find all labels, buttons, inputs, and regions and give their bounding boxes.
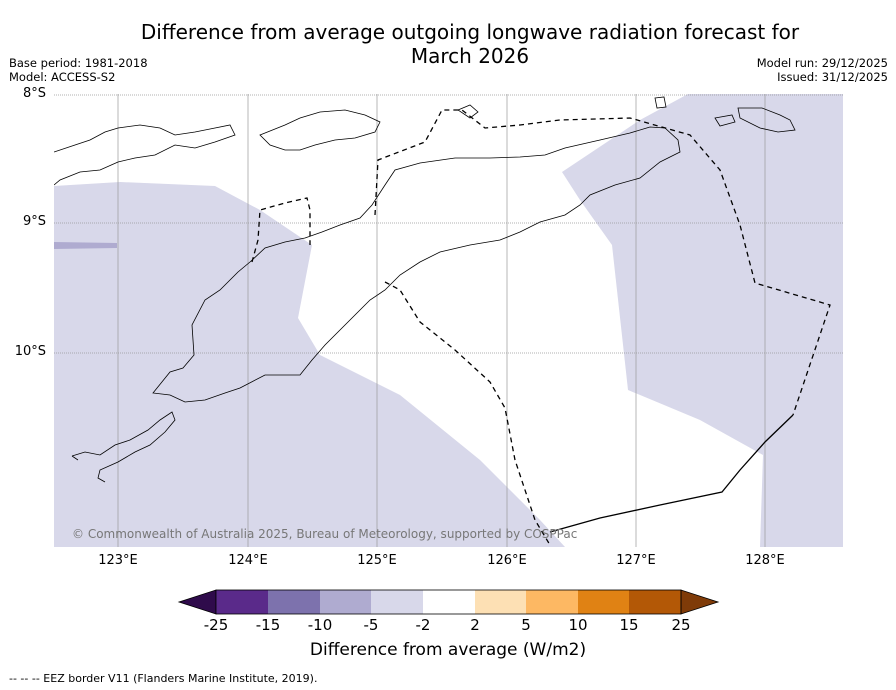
- savu-rote-coast: [71, 411, 176, 483]
- alor-wetar-coast: [259, 109, 381, 151]
- colorbar-swatch-8: [578, 590, 629, 614]
- colorbar-tick-label: -15: [255, 616, 281, 634]
- copyright-notice: © Commonwealth of Australia 2025, Bureau…: [72, 527, 578, 541]
- eez-border-solid: [549, 414, 794, 533]
- colorbar-swatch-4: [371, 590, 423, 614]
- colorbar: [177, 589, 720, 615]
- lat-gridlines: [54, 94, 843, 354]
- eez-border-north: [374, 109, 831, 416]
- meta-right: Model run: 29/12/2025 Issued: 31/12/2025: [757, 56, 888, 84]
- colorbar-tick-label: 5: [521, 616, 531, 634]
- lat-label-10s: 10°S: [14, 344, 46, 359]
- colorbar-swatch-7: [526, 590, 578, 614]
- eez-border-west: [251, 197, 311, 263]
- colorbar-tick-label: 10: [568, 616, 588, 634]
- colorbar-tick-label: 25: [671, 616, 691, 634]
- eez-borders: [251, 109, 831, 546]
- colorbar-tick-label: -25: [203, 616, 229, 634]
- lon-label-124e: 124°E: [228, 553, 268, 568]
- meta-left: Base period: 1981-2018 Model: ACCESS-S2: [9, 56, 148, 84]
- lon-label-123e: 123°E: [98, 553, 138, 568]
- timor-island-coast: [152, 126, 681, 403]
- lat-label-9s: 9°S: [22, 214, 46, 229]
- lon-label-127e: 127°E: [616, 553, 656, 568]
- colorbar-tick-label: 15: [619, 616, 639, 634]
- title-line-2: March 2026: [410, 44, 530, 68]
- map-area: [54, 94, 843, 547]
- flores-coast: [54, 124, 236, 186]
- anomaly-strip: [54, 242, 117, 249]
- colorbar-swatch-2: [268, 590, 320, 614]
- colorbar-title: Difference from average (W/m2): [309, 640, 587, 660]
- model-run: Model run: 29/12/2025: [756, 56, 888, 70]
- model-name: Model: ACCESS-S2: [9, 70, 116, 84]
- eez-legend-note: -- -- -- EEZ border V11 (Flanders Marine…: [9, 672, 318, 685]
- colorbar-swatch-9: [629, 590, 681, 614]
- colorbar-swatch-6: [475, 590, 526, 614]
- colorbar-tick-label: 2: [470, 616, 480, 634]
- colorbar-tick-label: -10: [307, 616, 333, 634]
- colorbar-frame: [215, 589, 682, 615]
- colorbar-swatch-1: [216, 590, 268, 614]
- lon-label-126e: 126°E: [487, 553, 527, 568]
- eez-border-south: [384, 281, 551, 546]
- title-line-1: Difference from average outgoing longwav…: [140, 20, 800, 44]
- colorbar-swatch-5: [423, 590, 475, 614]
- colorbar-arrow-high: [680, 589, 720, 615]
- colorbar-tick-label: -5: [363, 616, 379, 634]
- north-islets-coast: [457, 96, 796, 133]
- anomaly-region-west: [54, 182, 565, 547]
- issued-date: Issued: 31/12/2025: [777, 70, 888, 84]
- base-period: Base period: 1981-2018: [9, 56, 148, 70]
- colorbar-swatch-3: [320, 590, 371, 614]
- colorbar-tick-label: -2: [415, 616, 431, 634]
- lon-label-125e: 125°E: [357, 553, 397, 568]
- coastlines: [54, 96, 796, 483]
- lon-label-128e: 128°E: [745, 553, 785, 568]
- lat-label-8s: 8°S: [22, 86, 46, 101]
- colorbar-arrow-low: [177, 589, 217, 615]
- map-title: Difference from average outgoing longwav…: [100, 20, 840, 68]
